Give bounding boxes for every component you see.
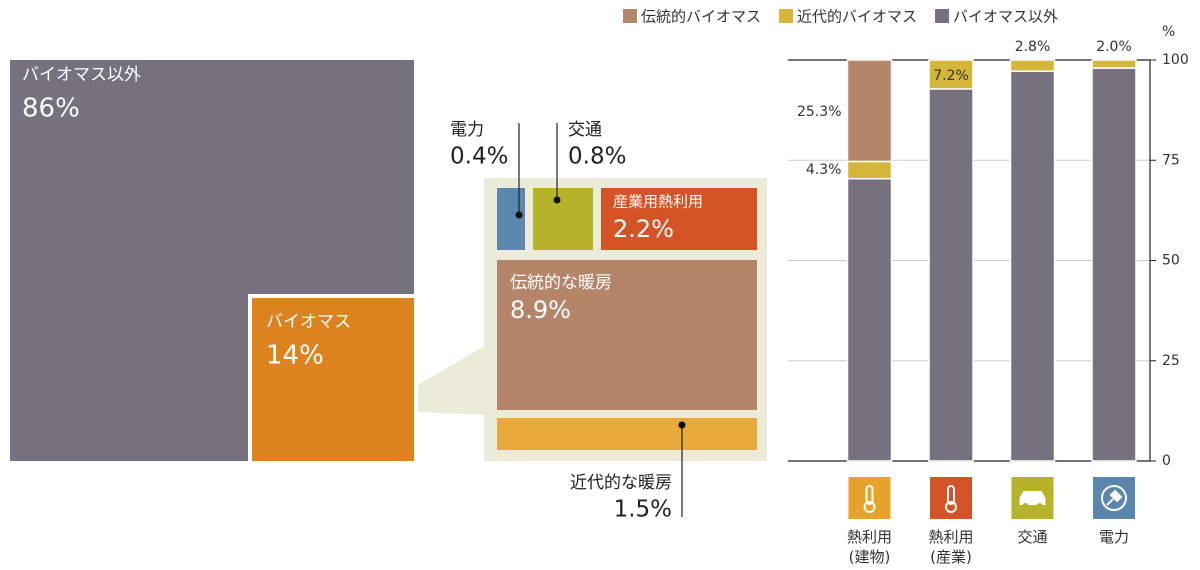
y-tick-label: 25 xyxy=(1162,353,1180,369)
breakdown-cell xyxy=(497,418,757,450)
thermometer-bulb xyxy=(863,501,876,513)
cell-value: 1.5% xyxy=(614,497,672,523)
leader-dot xyxy=(553,196,561,204)
legend-swatch xyxy=(935,9,950,23)
legend-swatch xyxy=(779,9,794,23)
legend-label: 伝統的バイオマス xyxy=(641,8,761,26)
plug-ring xyxy=(1101,485,1127,511)
cell-label: 交通 xyxy=(568,120,602,140)
bar-segment xyxy=(846,160,893,180)
wheel xyxy=(1036,503,1043,509)
value-label: 4.3% xyxy=(806,162,842,178)
leader-dot xyxy=(678,421,686,429)
bar-segment xyxy=(1091,67,1137,462)
car xyxy=(1019,491,1046,505)
y-tick-label: 50 xyxy=(1162,253,1180,269)
bar-segment xyxy=(846,59,893,163)
bar-segment xyxy=(928,88,974,462)
x-tick-label: 電力 xyxy=(1099,528,1129,546)
cell-label: 電力 xyxy=(450,120,484,140)
cell-value: 0.4% xyxy=(450,144,508,170)
x-tick-label: 熱利用(産業) xyxy=(928,528,973,566)
y-tick-label: 75 xyxy=(1162,152,1180,168)
legend-label: バイオマス以外 xyxy=(953,8,1058,26)
y-axis-unit: % xyxy=(1162,24,1175,40)
bar-segment xyxy=(846,177,893,462)
cell-label: 産業用熱利用 xyxy=(613,193,703,211)
legend-swatch xyxy=(623,9,637,23)
value-label: 7.2% xyxy=(933,68,969,84)
cell-label: 近代的な暖房 xyxy=(570,473,672,493)
cell-value: 8.9% xyxy=(510,296,571,324)
breakdown-cell xyxy=(497,260,757,410)
cell-label: 伝統的な暖房 xyxy=(510,273,612,293)
bar-segment xyxy=(928,59,974,90)
cell-label: バイオマス以外 xyxy=(22,65,141,85)
cell-value: 0.8% xyxy=(568,144,626,170)
cell-value: 14% xyxy=(266,341,324,371)
value-label: 25.3% xyxy=(797,104,841,120)
cell-label: バイオマス xyxy=(266,312,351,332)
bar-segment xyxy=(1091,59,1137,69)
y-tick-label: 100 xyxy=(1162,52,1189,68)
wheel xyxy=(1022,503,1029,509)
leader-dot xyxy=(515,211,523,219)
plug xyxy=(1106,489,1123,506)
breakdown-cell xyxy=(601,188,757,250)
thermometer xyxy=(865,485,874,505)
bar-segment xyxy=(1009,70,1056,462)
cell-value: 2.2% xyxy=(613,215,674,243)
value-label: 2.0% xyxy=(1096,39,1132,55)
y-tick-label: 0 xyxy=(1162,453,1171,469)
thermometer-bulb xyxy=(945,501,957,513)
breakdown-cell xyxy=(497,188,525,250)
x-tick-label: 熱利用(建物) xyxy=(847,528,892,566)
value-label: 2.8% xyxy=(1015,39,1051,55)
cell-value: 86% xyxy=(22,94,80,124)
breakdown-cell xyxy=(533,188,593,250)
thermometer xyxy=(947,485,955,505)
bar-segment xyxy=(1009,59,1056,72)
treemap-cell xyxy=(248,294,418,465)
x-tick-label: 交通 xyxy=(1017,528,1047,546)
legend-label: 近代的バイオマス xyxy=(797,8,917,26)
